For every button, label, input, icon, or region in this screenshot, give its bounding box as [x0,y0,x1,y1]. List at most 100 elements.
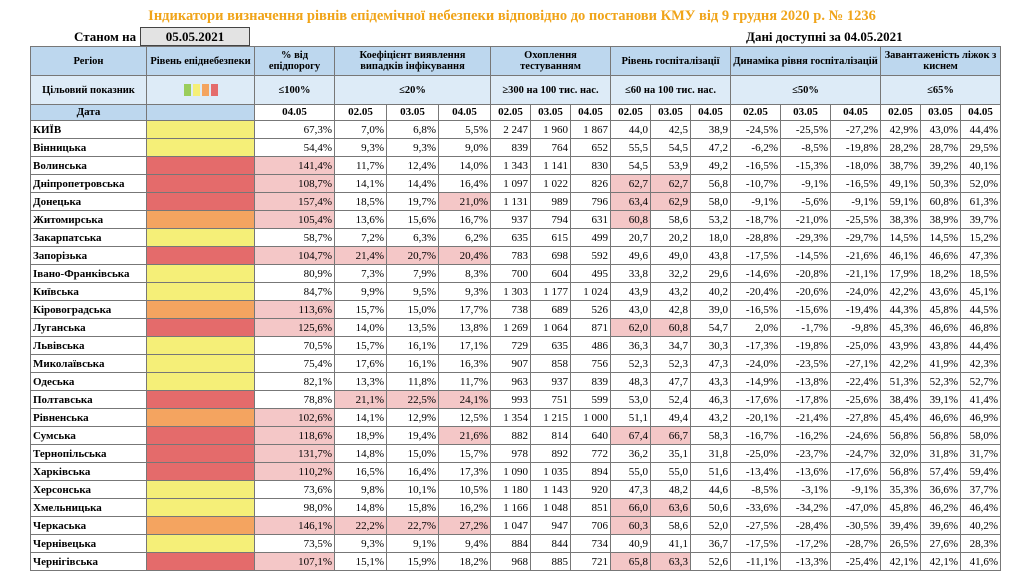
testing-cell: 892 [530,444,571,463]
level-indicator [146,156,255,175]
beds-cell: 46,1% [880,246,921,265]
coef-cell: 9,3% [334,534,387,553]
dyn-cell: -24,7% [830,444,881,463]
date-dyn: 03.05 [780,104,831,121]
pct-threshold-cell: 141,4% [254,156,335,175]
table-row: Сумська 118,6% 18,9% 19,4% 21,6% 882 814 640 67,… [30,426,1001,445]
pct-threshold-cell: 146,1% [254,516,335,535]
dyn-cell: -10,7% [730,174,781,193]
testing-cell: 1 022 [530,174,571,193]
beds-cell: 59,4% [960,462,1001,481]
dyn-cell: -20,6% [780,282,831,301]
testing-cell: 689 [530,300,571,319]
dyn-cell: -47,0% [830,498,881,517]
table-row: Львівська 70,5% 15,7% 16,1% 17,1% 729 635 486 36… [30,336,1001,355]
green-swatch [183,84,191,96]
testing-cell: 989 [530,192,571,211]
testing-cell: 751 [530,390,571,409]
coef-cell: 15,8% [386,498,439,517]
pct-threshold-cell: 80,9% [254,264,335,283]
hosp-cell: 47,3 [610,480,651,499]
dyn-cell: -16,7% [730,426,781,445]
coef-cell: 14,0% [334,318,387,337]
testing-cell: 1 303 [490,282,531,301]
testing-cell: 706 [570,516,611,535]
coef-cell: 13,3% [334,372,387,391]
dyn-cell: -17,6% [730,390,781,409]
beds-cell: 14,5% [920,228,961,247]
testing-cell: 894 [570,462,611,481]
testing-cell: 794 [530,210,571,229]
testing-cell: 1 354 [490,408,531,427]
hosp-cell: 42,5 [650,120,691,139]
beds-cell: 15,2% [960,228,1001,247]
dyn-cell: -34,2% [780,498,831,517]
pct-threshold-cell: 131,7% [254,444,335,463]
beds-cell: 40,1% [960,156,1001,175]
table-row: Київська 84,7% 9,9% 9,5% 9,3% 1 303 1 177 1 024… [30,282,1001,301]
table-row: Полтавська 78,8% 21,1% 22,5% 24,1% 993 751 599 5… [30,390,1001,409]
testing-cell: 978 [490,444,531,463]
region-name: Волинська [30,156,147,175]
hosp-cell: 44,0 [610,120,651,139]
beds-cell: 45,8% [880,498,921,517]
level-indicator [146,372,255,391]
testing-cell: 839 [570,372,611,391]
data-available-note: Дані доступні за 04.05.2021 [746,29,903,44]
level-indicator [146,426,255,445]
coef-cell: 16,7% [438,210,491,229]
testing-cell: 885 [530,552,571,571]
dyn-cell: -9,1% [730,192,781,211]
header-hosp-dynamics: Динаміка рівня госпіталізацій [730,46,881,76]
target-beds: ≤65% [880,75,1001,105]
level-indicator [146,552,255,571]
dyn-cell: -17,3% [730,336,781,355]
testing-cell: 1 047 [490,516,531,535]
coef-cell: 16,3% [438,354,491,373]
coef-cell: 11,7% [334,156,387,175]
date-label: Дата [30,104,147,121]
hosp-cell: 49,4 [650,408,691,427]
coef-cell: 12,5% [438,408,491,427]
beds-cell: 45,4% [880,408,921,427]
hosp-cell: 36,3 [610,336,651,355]
testing-cell: 604 [530,264,571,283]
hosp-cell: 46,3 [690,390,731,409]
hosp-cell: 53,9 [650,156,691,175]
coef-cell: 16,1% [386,354,439,373]
dyn-cell: -20,4% [730,282,781,301]
hosp-cell: 50,6 [690,498,731,517]
coef-cell: 18,2% [438,552,491,571]
hosp-cell: 30,3 [690,336,731,355]
dyn-cell: -29,7% [830,228,881,247]
hosp-cell: 32,2 [650,264,691,283]
testing-cell: 495 [570,264,611,283]
dyn-cell: -28,4% [780,516,831,535]
orange-swatch [201,84,209,96]
hosp-cell: 48,2 [650,480,691,499]
hosp-cell: 65,8 [610,552,651,571]
date-beds: 03.05 [920,104,961,121]
date-test: 02.05 [490,104,531,121]
beds-cell: 38,7% [880,156,921,175]
pct-threshold-cell: 104,7% [254,246,335,265]
dyn-cell: -17,6% [830,462,881,481]
dyn-cell: -27,1% [830,354,881,373]
testing-cell: 599 [570,390,611,409]
pct-threshold-cell: 102,6% [254,408,335,427]
testing-cell: 1 177 [530,282,571,301]
beds-cell: 42,9% [880,120,921,139]
testing-cell: 1 867 [570,120,611,139]
table-row: Запорізька 104,7% 21,4% 20,7% 20,4% 783 698 592… [30,246,1001,265]
hosp-cell: 55,0 [610,462,651,481]
dyn-cell: -25,5% [780,120,831,139]
coef-cell: 16,4% [438,174,491,193]
testing-cell: 1 269 [490,318,531,337]
hosp-cell: 66,7 [650,426,691,445]
testing-cell: 884 [490,534,531,553]
testing-cell: 796 [570,192,611,211]
beds-cell: 31,7% [960,444,1001,463]
testing-cell: 1 097 [490,174,531,193]
as-of-label: Станом на [74,29,137,44]
pct-threshold-cell: 78,8% [254,390,335,409]
